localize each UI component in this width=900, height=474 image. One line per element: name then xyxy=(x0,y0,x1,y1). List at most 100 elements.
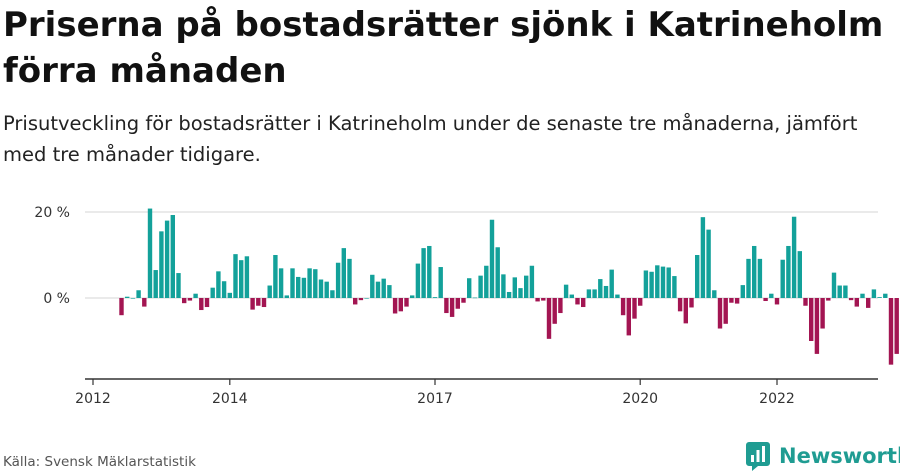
bar xyxy=(461,298,466,303)
bar xyxy=(683,298,688,324)
bar xyxy=(769,293,774,298)
bar xyxy=(313,269,318,298)
bar xyxy=(609,269,614,298)
bar xyxy=(216,271,221,298)
bar xyxy=(244,256,250,298)
bar xyxy=(706,229,711,298)
bar xyxy=(866,298,871,308)
bar xyxy=(655,265,660,298)
bar xyxy=(563,284,569,298)
bar xyxy=(381,278,386,298)
bar xyxy=(130,298,136,299)
bar xyxy=(147,208,153,298)
bar xyxy=(427,245,432,298)
bar xyxy=(774,298,780,305)
bar xyxy=(432,297,438,298)
bar xyxy=(632,298,637,319)
bar xyxy=(170,215,175,298)
bar xyxy=(729,298,734,303)
x-tick-label: 2012 xyxy=(75,391,111,407)
bar xyxy=(410,295,415,298)
newsworthy-logo-icon xyxy=(746,442,770,471)
bar xyxy=(256,298,261,306)
bar xyxy=(734,298,740,304)
bar xyxy=(210,287,215,298)
bar xyxy=(752,245,757,298)
bar xyxy=(529,265,535,298)
bar xyxy=(495,247,500,298)
bar xyxy=(119,298,124,316)
bar xyxy=(575,298,580,305)
x-axis: 2012 2014 2017 2020 2022 xyxy=(75,378,878,407)
bar xyxy=(803,298,808,306)
bar xyxy=(467,278,472,298)
bar xyxy=(307,268,312,298)
bar xyxy=(301,277,307,298)
bar xyxy=(791,216,797,298)
bar xyxy=(837,285,842,298)
bar xyxy=(666,267,671,298)
bar xyxy=(512,277,517,298)
bar xyxy=(620,298,626,316)
x-tick-label: 2014 xyxy=(212,391,248,407)
bar xyxy=(353,298,358,305)
bar xyxy=(712,290,717,298)
bar xyxy=(290,268,295,298)
bar xyxy=(592,289,597,298)
bar xyxy=(227,292,232,298)
bar xyxy=(347,258,352,298)
bar xyxy=(415,263,421,298)
bar xyxy=(598,279,603,298)
bar xyxy=(358,298,364,301)
bar xyxy=(871,289,877,298)
bar xyxy=(831,272,837,298)
bar xyxy=(524,275,529,298)
bar xyxy=(267,285,272,298)
bar xyxy=(392,298,398,314)
bar xyxy=(888,298,894,365)
bar xyxy=(660,266,666,298)
bar xyxy=(421,248,426,298)
bar xyxy=(757,258,763,298)
bar xyxy=(221,281,227,298)
bar xyxy=(603,285,609,298)
bar xyxy=(261,298,267,308)
bar xyxy=(284,295,289,298)
bar xyxy=(335,262,341,298)
bar xyxy=(375,281,381,298)
bar xyxy=(193,293,198,298)
bar xyxy=(546,298,552,339)
bar xyxy=(814,298,820,354)
bar xyxy=(643,270,649,298)
bar xyxy=(296,276,301,298)
bar xyxy=(809,298,814,341)
bar xyxy=(125,296,130,298)
bar xyxy=(723,298,728,324)
bar xyxy=(187,298,193,301)
bar xyxy=(484,265,489,298)
bar xyxy=(136,290,141,298)
bar xyxy=(518,288,523,298)
bar xyxy=(535,298,540,302)
x-tick-label: 2020 xyxy=(622,391,658,407)
bar xyxy=(324,281,329,298)
bar xyxy=(364,298,369,299)
bar xyxy=(740,285,745,298)
chart-title: Priserna på bostadsrätter sjönk i Katrin… xyxy=(3,5,884,91)
bar xyxy=(569,294,574,298)
bar xyxy=(438,267,443,298)
bar xyxy=(826,298,831,301)
bar xyxy=(159,231,164,298)
bar xyxy=(820,298,825,329)
bar xyxy=(894,298,899,354)
bar xyxy=(700,217,706,298)
y-tick-label: 20 % xyxy=(34,205,70,221)
source-note: Källa: Svensk Mäklarstatistik xyxy=(3,454,196,470)
bar xyxy=(786,245,791,298)
bar xyxy=(370,274,375,298)
x-tick-label: 2022 xyxy=(759,391,795,407)
bar xyxy=(341,248,346,298)
bar xyxy=(797,251,802,298)
bar xyxy=(233,254,238,298)
